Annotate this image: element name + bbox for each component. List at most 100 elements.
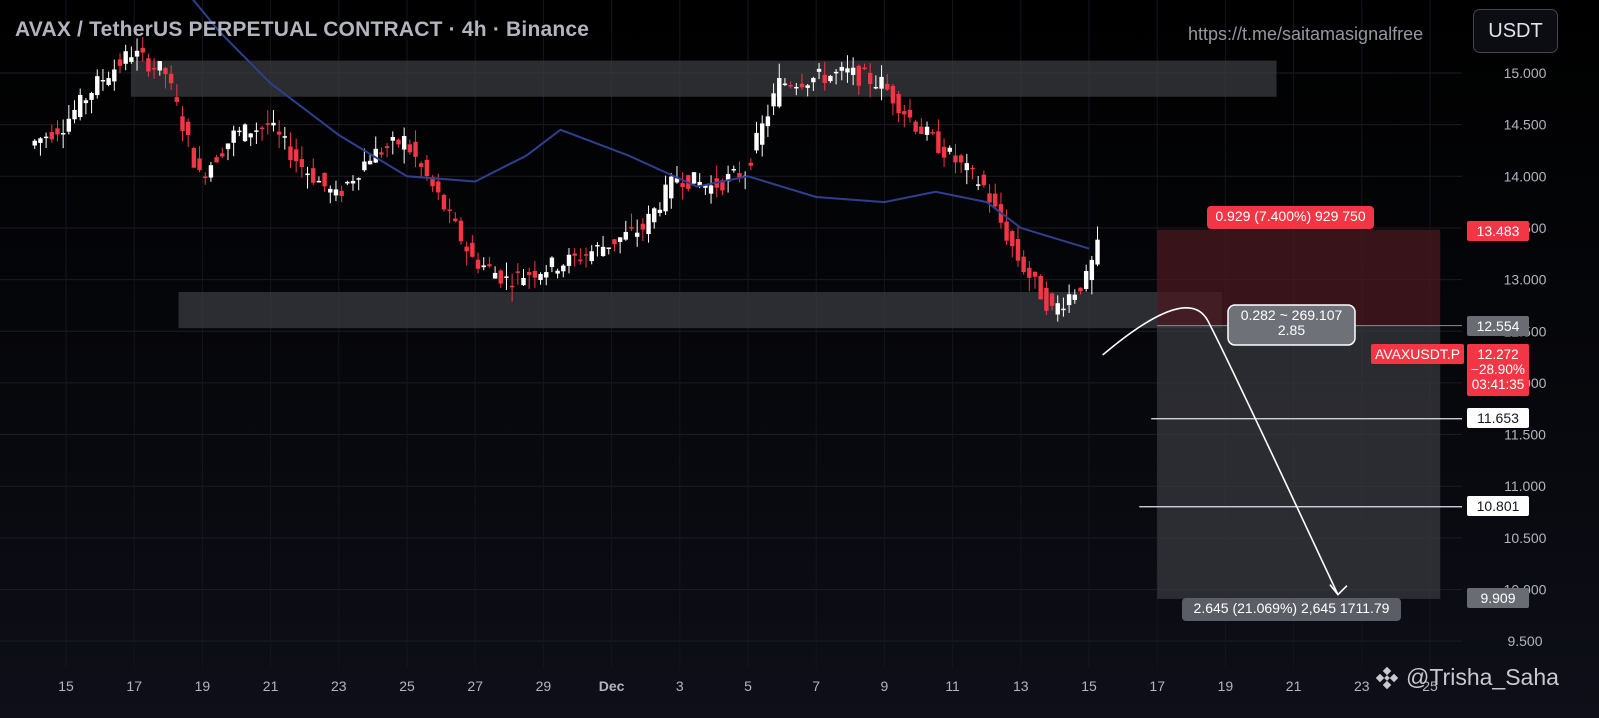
candle-body (379, 152, 384, 155)
candle-body (652, 208, 657, 223)
candle-body (725, 174, 731, 182)
currency-button[interactable]: USDT (1473, 9, 1558, 53)
last-price-tag-text: −28.90% (1471, 362, 1525, 377)
candle-body (731, 168, 736, 171)
candle-body (396, 139, 401, 145)
candle-body (623, 231, 629, 240)
candle-body (43, 136, 49, 139)
candle-body (492, 272, 498, 279)
x-tick-label: 19 (1218, 678, 1234, 694)
candle-body (140, 47, 145, 53)
candle-body (265, 123, 270, 125)
candle-body (833, 71, 839, 74)
candle-body (913, 121, 918, 132)
candle-body (975, 184, 981, 186)
candle-body (168, 73, 174, 84)
candles (32, 37, 1100, 322)
candle-body (993, 193, 998, 207)
last-price-tag: 12.272−28.90%03:41:35 (1467, 344, 1529, 396)
candle-body (1089, 259, 1095, 281)
candle-body (464, 246, 469, 252)
candle-body (765, 116, 771, 127)
candle-body (634, 232, 640, 237)
x-tick-label: 23 (331, 678, 347, 694)
candle-body (498, 270, 503, 284)
candle-body (657, 209, 663, 213)
candle-body (1010, 231, 1015, 247)
x-tick-label: 7 (812, 678, 820, 694)
price-tag-tp2-text: 10.801 (1477, 498, 1520, 514)
candle-body (356, 178, 361, 180)
candle-body (146, 58, 151, 72)
candle-body (163, 67, 168, 75)
candle-body (191, 148, 197, 168)
candle-body (583, 254, 589, 256)
stop-info-label-text: 0.929 (7.400%) 929 750 (1215, 208, 1365, 224)
x-tick-label: 13 (1013, 678, 1029, 694)
candle-body (930, 132, 935, 134)
candle-body (55, 128, 60, 135)
x-tick-label: 9 (881, 678, 889, 694)
target-info-label-text: 2.645 (21.069%) 2,645 1711.79 (1194, 600, 1390, 616)
candle-body (896, 93, 901, 114)
price-tag-entry: 12.554 (1467, 316, 1529, 336)
candle-body (345, 181, 350, 184)
candle-body (964, 163, 970, 171)
candle-body (873, 86, 879, 89)
candle-body (134, 50, 140, 57)
candle-body (453, 218, 458, 222)
candle-body (526, 272, 532, 276)
candle-body (595, 245, 600, 247)
candle-body (185, 121, 191, 135)
candle-body (117, 59, 123, 66)
candle-body (788, 85, 793, 87)
candle-body (549, 257, 555, 268)
candle-body (339, 190, 344, 197)
candle-body (606, 247, 611, 249)
x-tick-label: 25 (399, 678, 415, 694)
candle-body (203, 176, 208, 178)
candle-body (1066, 294, 1072, 306)
candle-body (220, 153, 225, 157)
projection-arrow (1102, 307, 1339, 596)
candle-body (129, 57, 134, 62)
risk-reward-label-text: 2.85 (1278, 322, 1305, 338)
candle-body (305, 173, 310, 176)
symbol-tag-bg (1371, 344, 1464, 364)
candle-body (447, 209, 452, 212)
candle-body (805, 85, 810, 88)
candle-body (157, 61, 162, 71)
candle-body (350, 180, 356, 184)
candle-body (663, 184, 668, 212)
candle-body (311, 168, 316, 183)
candle-body (907, 109, 913, 118)
candle-body (532, 270, 538, 278)
candle-body (316, 180, 322, 183)
candle-body (1027, 267, 1032, 278)
candle-body (214, 157, 219, 163)
candle-body (208, 165, 214, 178)
candle-body (589, 251, 594, 262)
x-tick-label: 5 (744, 678, 752, 694)
candle-body (78, 94, 83, 118)
candle-body (1021, 256, 1026, 273)
x-tick-label: 11 (945, 678, 960, 694)
candle-body (839, 66, 844, 71)
x-tick-label: Dec (599, 678, 625, 694)
candle-body (680, 183, 685, 188)
x-tick-label: 3 (676, 678, 684, 694)
candle-body (691, 172, 697, 184)
candle-body (151, 67, 157, 70)
candle-body (100, 79, 106, 82)
candle-body (617, 237, 623, 242)
y-tick-label: 14.000 (1504, 168, 1547, 184)
x-tick-label: 25 (1422, 678, 1438, 694)
author-credit: @Trisha_Saha (1374, 664, 1559, 691)
moving-average-line (192, 0, 1090, 250)
y-tick-label: 11.500 (1504, 427, 1546, 443)
candle-body (987, 193, 992, 203)
target-info-label: 2.645 (21.069%) 2,645 1711.79 (1182, 598, 1401, 621)
